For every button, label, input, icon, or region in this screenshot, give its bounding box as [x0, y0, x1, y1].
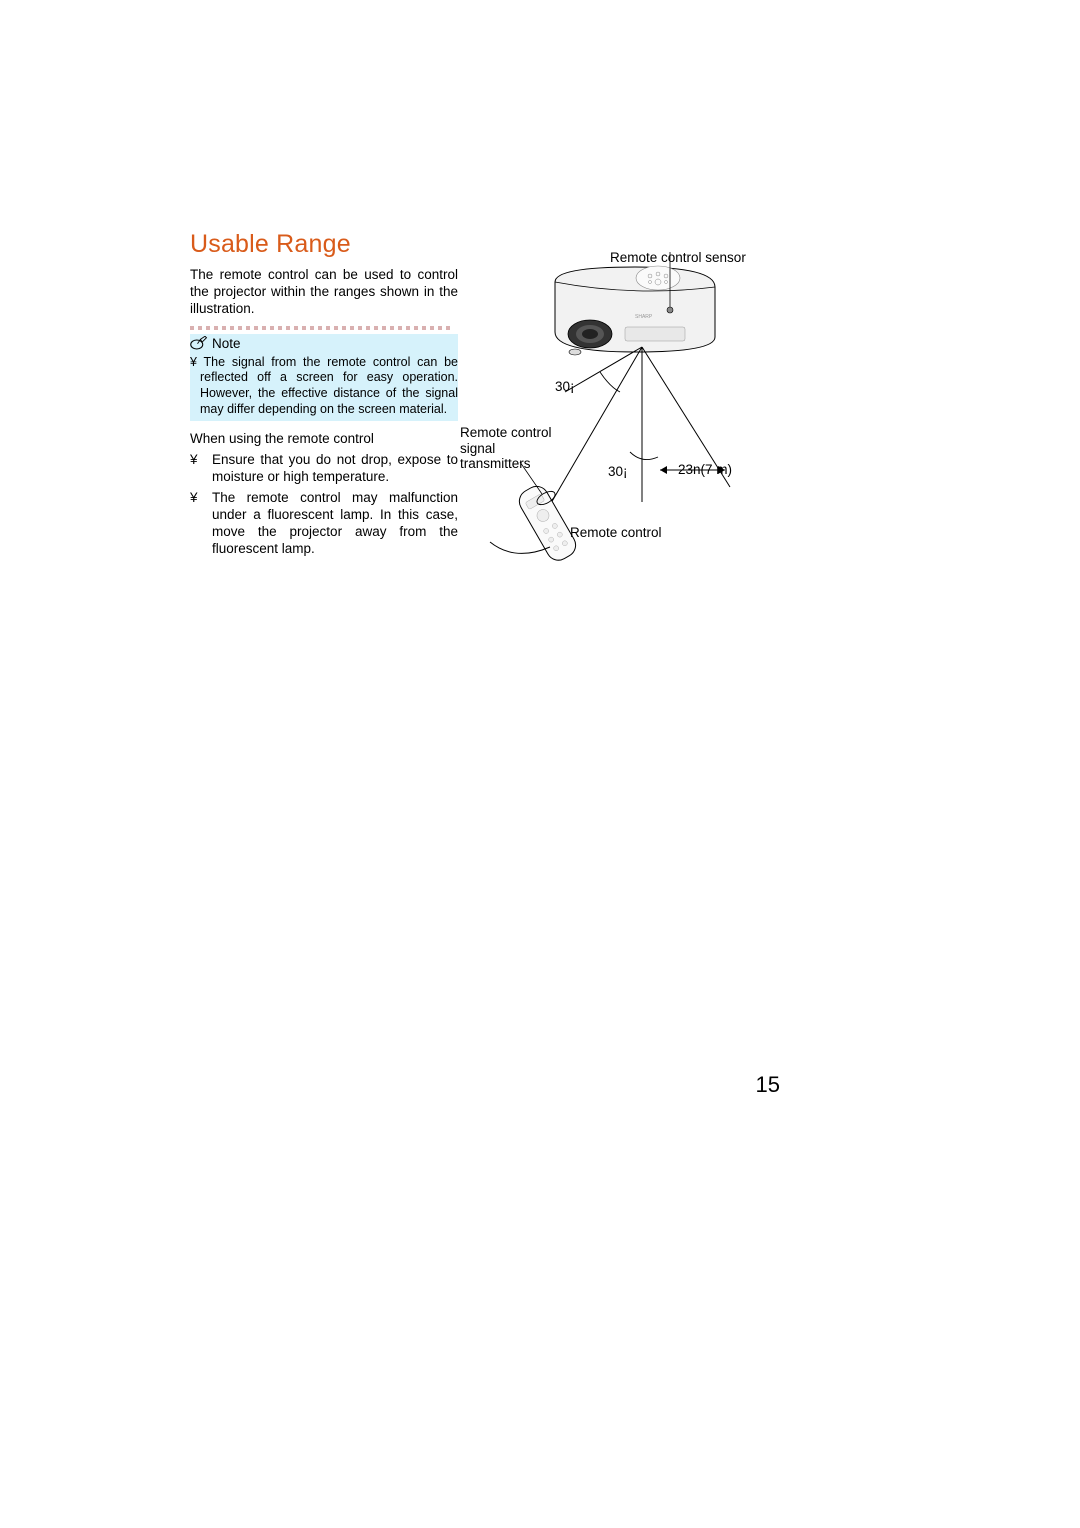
intro-paragraph: The remote control can be used to contro… — [190, 267, 458, 318]
diagram-svg: SHARP — [460, 252, 760, 572]
label-distance: 23n(7 m) — [678, 462, 732, 478]
bullet-item: ¥ Ensure that you do not drop, expose to… — [190, 452, 458, 486]
label-angle-right: 30¡ — [608, 464, 628, 480]
label-transmitters: Remote control signal transmitters — [460, 425, 560, 472]
note-header-row: Note — [190, 336, 458, 351]
page: Usable Range The remote control can be u… — [0, 0, 1080, 1528]
projector-icon: SHARP — [555, 252, 715, 355]
range-diagram: SHARP — [460, 252, 760, 572]
note-label: Note — [212, 336, 241, 351]
label-sensor: Remote control sensor — [610, 250, 746, 266]
left-column: The remote control can be used to contro… — [190, 267, 458, 557]
bullet-marker: ¥ — [190, 490, 212, 558]
note-separator-dots — [190, 326, 458, 330]
bullet-item: ¥ The remote control may malfunction und… — [190, 490, 458, 558]
remote-control-icon — [515, 482, 580, 565]
pencil-note-icon — [190, 336, 208, 350]
label-remote: Remote control — [570, 525, 662, 541]
bullet-text: The remote control may malfunction under… — [212, 490, 458, 558]
label-angle-left: 30¡ — [555, 379, 575, 395]
subheading: When using the remote control — [190, 431, 458, 446]
page-number: 15 — [756, 1072, 780, 1098]
bullet-marker: ¥ — [190, 452, 212, 486]
note-block: Note ¥ The signal from the remote contro… — [190, 334, 458, 422]
signal-range-lines — [540, 347, 730, 522]
bullet-text: Ensure that you do not drop, expose to m… — [212, 452, 458, 486]
svg-text:SHARP: SHARP — [635, 314, 653, 320]
note-text: ¥ The signal from the remote control can… — [190, 355, 458, 418]
